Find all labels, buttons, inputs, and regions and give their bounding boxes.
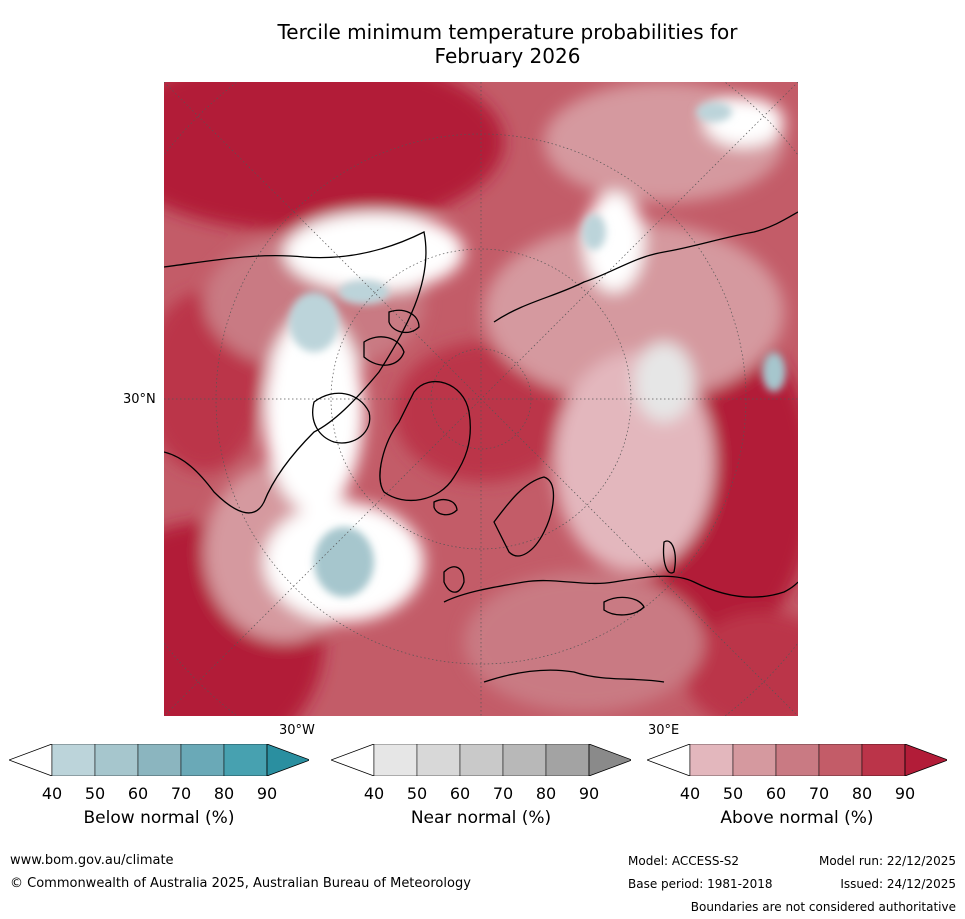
colorbar-swatch: [51, 744, 96, 776]
colorbar-swatch: [373, 744, 418, 776]
colorbar-tick-label: 70: [170, 784, 192, 803]
colorbar-extend-high: [588, 744, 631, 776]
colorbar-tick-label: 90: [256, 784, 278, 803]
colorbar-below-normal-swatches: [9, 744, 309, 776]
colorbar-extend-low: [331, 744, 375, 776]
colorbar-tick-label: 90: [578, 784, 600, 803]
colorbar-tick-label: 60: [765, 784, 787, 803]
colorbar-tick-label: 80: [851, 784, 873, 803]
colorbar-tick-label: 70: [808, 784, 830, 803]
colorbar-above-normal-swatches: [647, 744, 947, 776]
colorbar-tick-label: 40: [41, 784, 63, 803]
footer-model-run: Model run: 22/12/2025: [818, 854, 956, 868]
colorbar-swatch: [818, 744, 863, 776]
colorbar-swatch: [180, 744, 225, 776]
colorbar-swatch: [416, 744, 461, 776]
title-line-1: Tercile minimum temperature probabilitie…: [277, 20, 738, 44]
colorbar-near-normal-ticks: 40 50 60 70 80 90: [331, 784, 631, 804]
footer-disclaimer: Boundaries are not considered authoritat…: [690, 900, 956, 914]
footer-base-period: Base period: 1981-2018: [628, 877, 773, 891]
colorbar-above-normal-ticks: 40 50 60 70 80 90: [647, 784, 947, 804]
coastlines: [164, 211, 798, 683]
lon-label-30w: 30°W: [279, 723, 315, 738]
colorbar-tick-label: 80: [535, 784, 557, 803]
colorbar-tick-label: 70: [492, 784, 514, 803]
colorbar-above-normal: 40 50 60 70 80 90 Above normal (%): [647, 744, 947, 834]
lon-label-30e: 30°E: [648, 723, 680, 738]
colorbar-tick-label: 80: [213, 784, 235, 803]
colorbar-swatch: [223, 744, 268, 776]
colorbar-above-normal-label: Above normal (%): [720, 808, 874, 828]
colorbar-tick-label: 50: [84, 784, 106, 803]
footer-url[interactable]: www.bom.gov.au/climate: [10, 853, 174, 868]
footer-issued: Issued: 24/12/2025: [840, 877, 956, 891]
colorbar-swatch: [732, 744, 777, 776]
footer-copyright: © Commonwealth of Australia 2025, Austra…: [10, 876, 471, 891]
colorbar-tick-label: 60: [127, 784, 149, 803]
colorbar-swatch: [459, 744, 504, 776]
colorbar-extend-high: [266, 744, 309, 776]
colorbar-swatch: [94, 744, 139, 776]
colorbar-near-normal: 40 50 60 70 80 90 Near normal (%): [331, 744, 631, 834]
colorbar-tick-label: 60: [449, 784, 471, 803]
colorbar-below-normal-ticks: 40 50 60 70 80 90: [9, 784, 309, 804]
title-line-2: February 2026: [434, 44, 581, 68]
map-title: Tercile minimum temperature probabilitie…: [0, 20, 965, 68]
graticule: [164, 82, 798, 716]
colorbar-extend-high: [904, 744, 947, 776]
colorbar-tick-label: 40: [679, 784, 701, 803]
lat-label-30n: 30°N: [123, 392, 156, 407]
colorbar-extend-low: [647, 744, 691, 776]
footer-model: Model: ACCESS-S2: [628, 854, 740, 868]
colorbar-below-normal: 40 50 60 70 80 90 Below normal (%): [9, 744, 309, 834]
colorbar-extend-low: [9, 744, 53, 776]
colorbar-tick-label: 90: [894, 784, 916, 803]
colorbar-near-normal-swatches: [331, 744, 631, 776]
colorbar-tick-label: 50: [722, 784, 744, 803]
colorbar-swatch: [775, 744, 820, 776]
colorbar-tick-label: 50: [406, 784, 428, 803]
colorbar-below-normal-label: Below normal (%): [83, 808, 235, 828]
colorbar-near-normal-label: Near normal (%): [410, 808, 552, 828]
colorbar-tick-label: 40: [363, 784, 385, 803]
probability-map: [164, 82, 798, 716]
map-svg: [164, 82, 798, 716]
colorbar-swatch: [545, 744, 590, 776]
colorbar-swatch: [502, 744, 547, 776]
colorbar-swatch: [137, 744, 182, 776]
colorbar-swatch: [861, 744, 906, 776]
colorbar-swatch: [689, 744, 734, 776]
